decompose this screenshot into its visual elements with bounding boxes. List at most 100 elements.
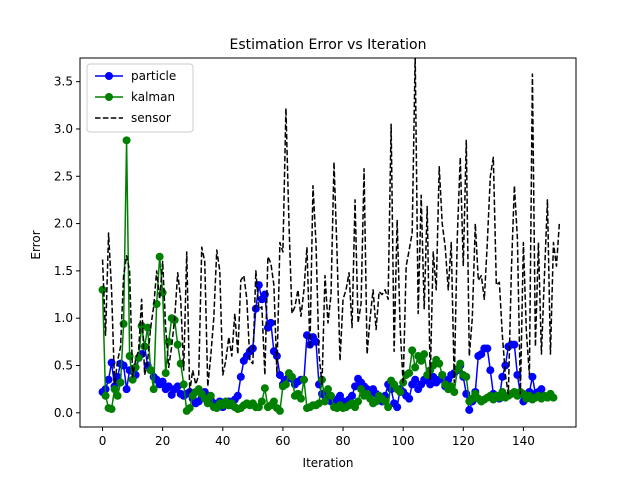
data-point-particle <box>173 382 182 391</box>
data-point-kalman <box>450 387 459 396</box>
y-tick-label: 1.5 <box>54 264 73 278</box>
data-point-kalman <box>435 359 444 368</box>
data-point-particle <box>164 382 173 391</box>
data-point-kalman <box>281 380 290 389</box>
x-tick-label: 100 <box>392 434 415 448</box>
data-point-kalman <box>456 359 465 368</box>
data-point-kalman <box>408 346 417 355</box>
axes-frame <box>79 57 577 428</box>
data-point-particle <box>426 380 435 389</box>
x-tick-label: 40 <box>215 434 230 448</box>
data-point-kalman <box>324 385 332 394</box>
data-point-particle <box>233 391 242 400</box>
data-point-kalman <box>549 393 558 402</box>
data-point-kalman <box>206 391 215 400</box>
data-point-kalman <box>107 405 116 414</box>
data-point-particle <box>266 318 275 327</box>
data-point-kalman <box>384 403 393 412</box>
legend-label-kalman: kalman <box>131 90 175 104</box>
data-point-particle <box>275 370 284 379</box>
x-tick-label: 140 <box>512 434 535 448</box>
legend-label-sensor: sensor <box>131 111 171 125</box>
data-point-kalman <box>357 385 366 394</box>
data-point-particle <box>351 382 360 391</box>
data-point-kalman <box>113 391 122 400</box>
data-point-kalman <box>275 406 284 415</box>
data-point-kalman <box>155 252 164 261</box>
data-point-kalman <box>122 136 131 145</box>
axis-ticks: 0 20 40 60 80 100 120 140 0.0 0.5 1.0 1.5 2.0 2.5 3.0 3… <box>54 75 535 448</box>
data-point-kalman <box>405 369 414 378</box>
data-point-kalman <box>185 404 194 413</box>
data-point-kalman <box>143 323 152 332</box>
plot-area <box>98 58 561 415</box>
legend-marker-particle <box>105 72 113 80</box>
y-tick-label: 2.5 <box>54 169 73 183</box>
data-point-kalman <box>98 285 107 294</box>
data-point-particle <box>122 385 131 394</box>
data-point-kalman <box>299 375 308 384</box>
y-tick-label: 1.0 <box>54 311 73 325</box>
data-point-particle <box>537 385 546 394</box>
x-tick-label: 80 <box>335 434 350 448</box>
data-point-particle <box>501 361 510 370</box>
data-point-kalman <box>260 384 269 393</box>
x-tick-label: 0 <box>99 434 107 448</box>
data-point-kalman <box>173 340 182 349</box>
data-point-kalman <box>420 350 429 359</box>
data-point-kalman <box>269 397 278 406</box>
legend-box <box>86 63 194 133</box>
data-point-kalman <box>438 370 447 379</box>
data-point-particle <box>236 372 245 381</box>
series-group <box>98 58 561 415</box>
data-point-kalman <box>462 372 471 381</box>
data-point-kalman <box>110 385 119 394</box>
data-point-particle <box>393 403 402 412</box>
data-point-particle <box>158 377 167 386</box>
data-point-particle <box>251 304 260 313</box>
data-point-particle <box>486 366 495 375</box>
data-point-kalman <box>146 366 155 375</box>
y-tick-label: 0.5 <box>54 359 73 373</box>
data-point-kalman <box>354 397 363 406</box>
data-point-particle <box>411 375 420 384</box>
data-point-kalman <box>411 363 420 372</box>
legend: particle kalman sensor <box>86 63 194 133</box>
data-point-kalman <box>179 380 188 389</box>
data-point-kalman <box>287 372 296 381</box>
data-point-kalman <box>314 399 323 408</box>
data-point-particle <box>465 405 474 414</box>
series-line-sensor <box>101 58 561 395</box>
legend-marker-kalman <box>105 93 113 101</box>
data-point-kalman <box>116 378 125 387</box>
data-point-particle <box>528 372 537 381</box>
data-point-particle <box>510 340 519 349</box>
legend-label-particle: particle <box>131 69 176 83</box>
data-point-kalman <box>128 375 137 384</box>
data-point-kalman <box>417 356 426 365</box>
data-point-kalman <box>149 385 158 394</box>
y-tick-label: 3.5 <box>54 75 73 89</box>
y-tick-label: 2.0 <box>54 217 73 231</box>
data-point-kalman <box>396 387 405 396</box>
x-axis-label: Iteration <box>303 456 354 470</box>
chart-title: Estimation Error vs Iteration <box>230 37 427 53</box>
data-point-kalman <box>327 391 336 400</box>
data-point-particle <box>348 391 357 400</box>
data-point-particle <box>405 394 414 403</box>
data-point-particle <box>483 344 492 353</box>
x-tick-label: 120 <box>452 434 475 448</box>
data-point-particle <box>498 372 507 381</box>
data-point-kalman <box>101 391 110 400</box>
data-point-kalman <box>296 394 305 403</box>
data-point-particle <box>104 375 113 384</box>
x-tick-label: 60 <box>275 434 290 448</box>
data-point-kalman <box>203 399 212 408</box>
y-tick-label: 0.0 <box>54 406 73 420</box>
data-point-kalman <box>257 397 266 406</box>
data-point-kalman <box>320 397 329 406</box>
x-tick-label: 20 <box>155 434 170 448</box>
y-axis-label: Error <box>29 230 43 259</box>
y-tick-label: 3.0 <box>54 122 73 136</box>
